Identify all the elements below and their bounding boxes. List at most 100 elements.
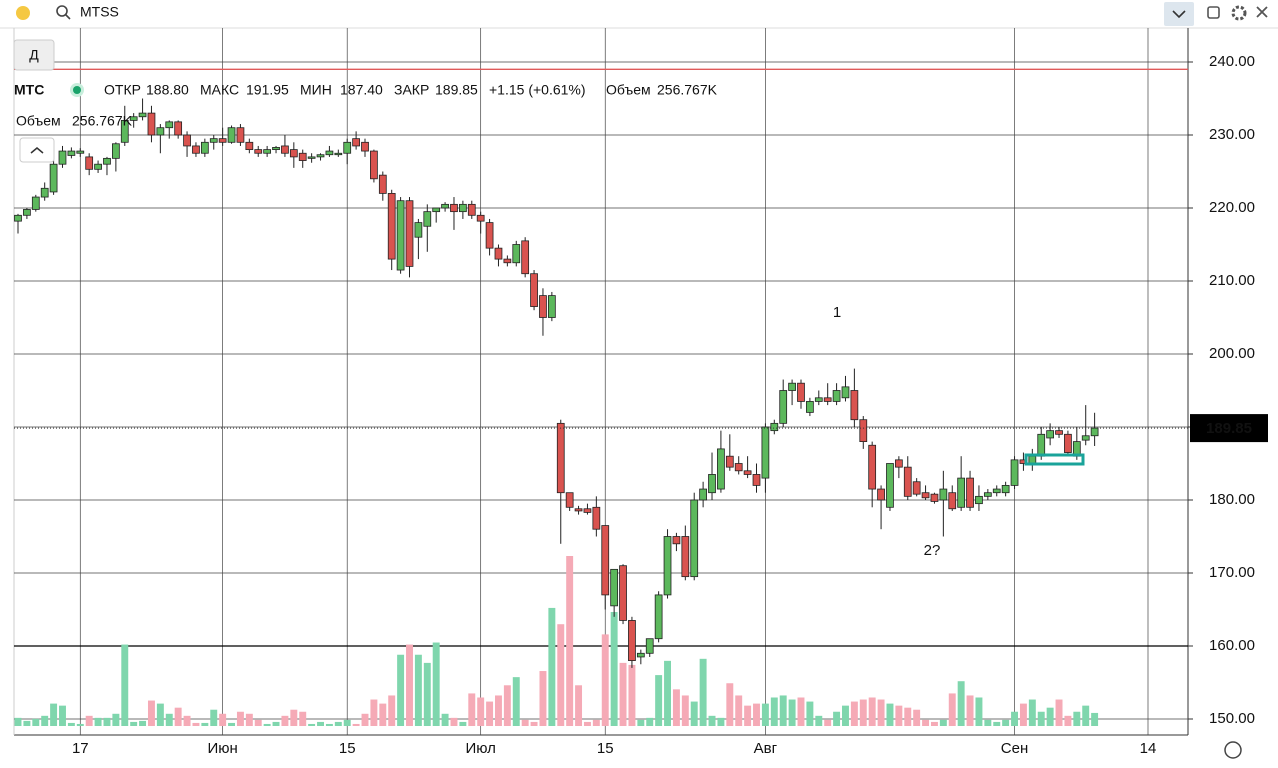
volume-bar	[299, 711, 307, 726]
volume-bar	[130, 721, 138, 726]
drawing-rectangle[interactable]	[1024, 453, 1085, 466]
volume-bar	[67, 722, 75, 726]
volume-bar	[406, 644, 413, 726]
volume-bar	[121, 644, 129, 726]
candle-body	[1055, 430, 1063, 435]
y-tick-label: 170.00	[1209, 564, 1255, 581]
volume-bar	[806, 701, 814, 726]
candle-body	[1037, 433, 1046, 457]
status-dot	[73, 86, 81, 94]
candle-body	[192, 145, 200, 154]
candle-body	[174, 121, 183, 136]
candle-body	[307, 156, 316, 159]
candle-body	[743, 470, 752, 475]
instrument-name: МТС	[14, 82, 44, 98]
volume-bar	[325, 723, 333, 726]
candle-body	[886, 463, 894, 508]
volume-bar	[361, 713, 369, 726]
volume-bar	[317, 721, 324, 726]
candle-body	[894, 459, 903, 468]
x-tick-label: 15	[597, 740, 614, 757]
candle-body	[1064, 433, 1072, 453]
candle-body	[103, 157, 111, 165]
volume-bar	[984, 719, 992, 726]
volume-bar	[236, 711, 244, 726]
volume-bar	[1091, 712, 1099, 726]
settings-button[interactable]	[1231, 5, 1247, 21]
maximize-button[interactable]	[1207, 6, 1220, 19]
volume-bar	[183, 715, 191, 726]
x-tick-label: Авг	[754, 740, 778, 757]
symbol[interactable]: MTSS	[80, 4, 119, 20]
volume-bar	[1046, 707, 1054, 726]
volume-bar	[788, 699, 796, 726]
volume-bar	[566, 556, 574, 726]
volume-bar	[922, 719, 930, 726]
candle-body	[966, 477, 974, 508]
volume-bar	[41, 715, 49, 726]
y-tick-label: 160.00	[1209, 637, 1255, 654]
candle-body	[779, 390, 788, 424]
candle-body	[129, 116, 138, 121]
volume-bar	[779, 695, 787, 726]
volume-bar	[432, 642, 440, 726]
x-tick-label: 15	[339, 740, 356, 757]
volume-bar	[850, 701, 858, 726]
candle-body	[441, 203, 449, 209]
volume-bar	[139, 720, 147, 726]
candle-body	[245, 141, 254, 151]
y-tick-label: 200.00	[1209, 345, 1255, 362]
volume-bar	[156, 703, 164, 726]
volume-bar	[646, 717, 654, 726]
candle-body	[903, 466, 912, 497]
volume-bar	[939, 719, 947, 726]
volume-bar	[512, 677, 520, 726]
candle-body	[138, 112, 147, 118]
candle-body	[334, 152, 343, 156]
volume-bar	[23, 720, 31, 726]
candle-body	[806, 401, 814, 413]
window-dot[interactable]	[16, 6, 30, 20]
volume-bar	[761, 703, 769, 726]
dropdown-button[interactable]	[1164, 2, 1194, 26]
volume-bar	[174, 707, 182, 726]
x-tick-label: Июл	[465, 740, 495, 757]
candle-body	[1081, 435, 1090, 441]
volume-bar	[672, 689, 680, 726]
candle-body	[414, 222, 423, 238]
candle-body	[983, 492, 992, 497]
candle-body	[85, 156, 94, 170]
candle-body	[1010, 459, 1019, 486]
search-icon[interactable]	[56, 5, 68, 17]
candle-body	[485, 222, 494, 249]
candle-body	[281, 145, 289, 154]
candle-body	[814, 397, 823, 402]
volume-bar	[583, 721, 591, 726]
candle-body	[494, 247, 503, 260]
volume-bar	[1028, 699, 1036, 726]
candle-body	[76, 150, 85, 154]
candle-body	[592, 506, 601, 530]
candle-body	[183, 134, 191, 147]
candle-body	[734, 463, 743, 472]
interval-button[interactable]	[13, 39, 55, 71]
volume-bar	[744, 705, 752, 726]
settings-icon[interactable]	[1224, 741, 1242, 759]
volume-bar	[842, 705, 849, 726]
volume-bar	[192, 722, 200, 726]
volume-study-value: 256.767K	[72, 113, 133, 129]
candle-body	[1028, 455, 1037, 464]
candle-body	[209, 138, 218, 143]
volume-bar	[228, 722, 236, 726]
volume-bar	[245, 713, 253, 726]
candle-body	[619, 565, 627, 621]
candle-body	[459, 203, 467, 213]
collapse-button[interactable]	[19, 137, 55, 163]
volume-bar	[388, 695, 396, 726]
volume-bar	[165, 713, 173, 726]
candle-body	[877, 488, 885, 501]
volume-bar	[503, 685, 511, 726]
volume-bar	[370, 699, 378, 726]
candle-body	[218, 138, 227, 143]
close-button[interactable]	[1256, 6, 1268, 18]
